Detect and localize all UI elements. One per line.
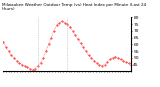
Text: Milwaukee Weather Outdoor Temp (vs) Heat Index per Minute (Last 24 Hours): Milwaukee Weather Outdoor Temp (vs) Heat… bbox=[2, 3, 146, 11]
